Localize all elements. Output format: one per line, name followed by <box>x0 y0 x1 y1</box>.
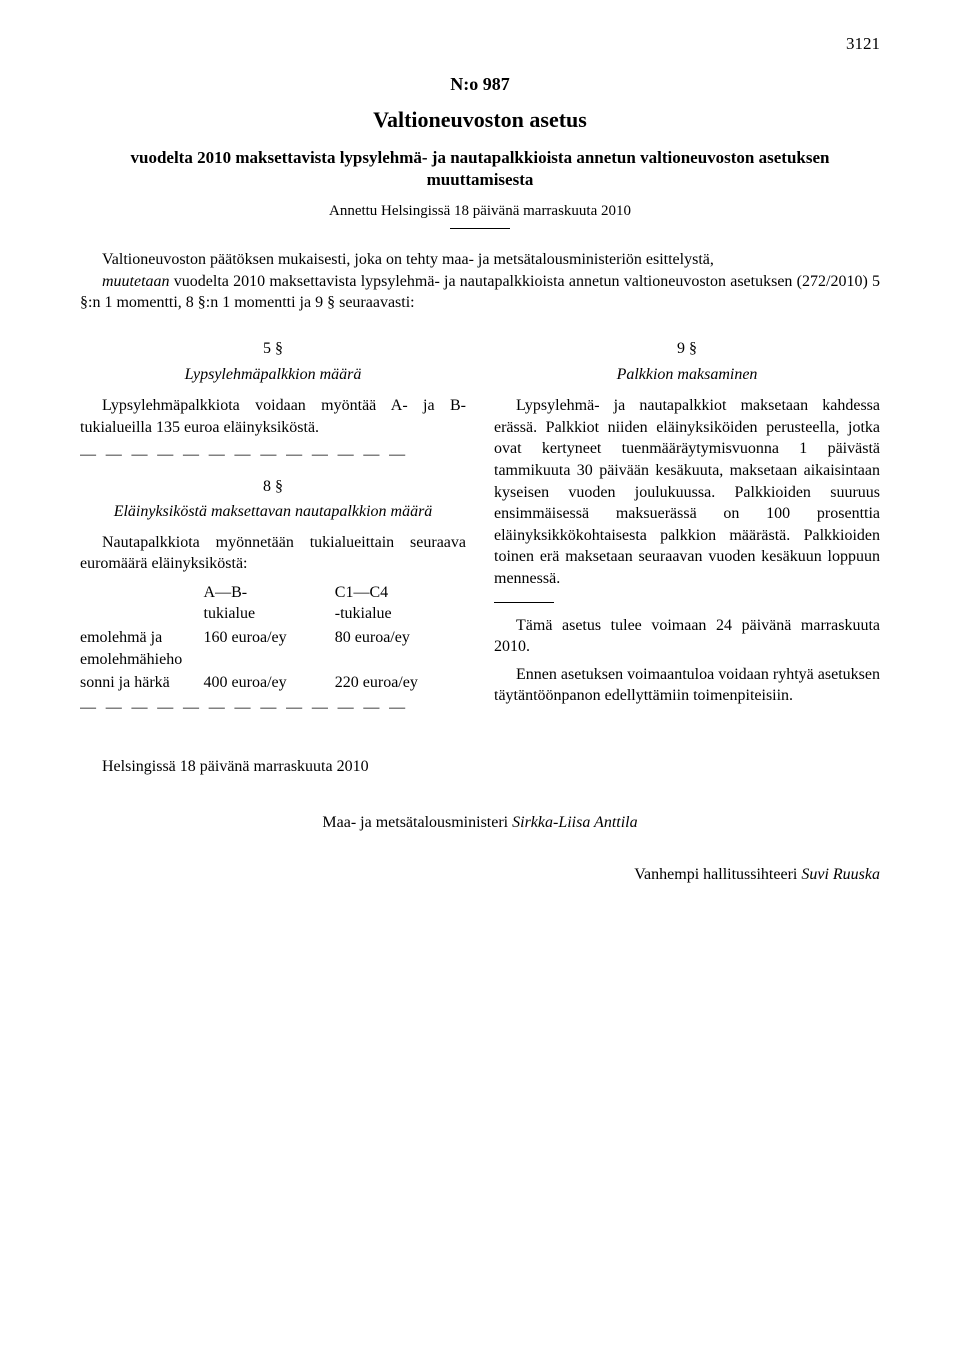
document-number: N:o 987 <box>80 74 880 95</box>
secretary-name: Suvi Ruuska <box>801 866 880 883</box>
minister-signature: Maa- ja metsätalousministeri Sirkka-Liis… <box>80 814 880 832</box>
right-column: 9 § Palkkion maksaminen Lypsylehmä- ja n… <box>494 328 880 724</box>
section-8-intro: Nautapalkkiota myönnetään tukialueittain… <box>80 532 466 575</box>
table-cell: sonni ja härkä <box>80 671 204 695</box>
issued-line: Annettu Helsingissä 18 päivänä marraskuu… <box>80 203 880 220</box>
table-cell: 400 euroa/ey <box>204 671 335 695</box>
secretary-signature: Vanhempi hallitussihteeri Suvi Ruuska <box>80 866 880 884</box>
entry-text: Tämä asetus tulee voimaan 24 päivänä mar… <box>494 617 880 656</box>
table-row: emolehmä ja emolehmähieho 160 euroa/ey 8… <box>80 626 466 671</box>
table-header-row: A—B-tukialue C1—C4-tukialue <box>80 581 466 626</box>
section-8-title: Eläinyksiköstä maksettavan nautapalkkion… <box>80 502 466 522</box>
two-column-body: 5 § Lypsylehmäpalkkion määrä Lypsylehmäp… <box>80 328 880 724</box>
preamble-emph-lead: muutetaan <box>102 273 174 290</box>
document-type: Valtioneuvoston asetus <box>80 107 880 133</box>
left-column: 5 § Lypsylehmäpalkkion määrä Lypsylehmäp… <box>80 328 466 724</box>
preamble: Valtioneuvoston päätöksen mukaisesti, jo… <box>80 249 880 314</box>
before-entry-text: Ennen asetuksen voimaantuloa voidaan ryh… <box>494 666 880 705</box>
section-5-title: Lypsylehmäpalkkion määrä <box>80 364 466 386</box>
preamble-plain: Valtioneuvoston päätöksen mukaisesti, jo… <box>102 251 714 268</box>
table-header-c1c4: C1—C4-tukialue <box>335 581 466 626</box>
section-8-intro-text: Nautapalkkiota myönnetään tukialueittain… <box>80 534 466 573</box>
section-9-paragraph: Lypsylehmä- ja nautapalkkiot maksetaan k… <box>494 395 880 589</box>
divider-rule <box>450 228 510 229</box>
table-row: sonni ja härkä 400 euroa/ey 220 euroa/ey <box>80 671 466 695</box>
table-cell: 80 euroa/ey <box>335 626 466 671</box>
page: 3121 N:o 987 Valtioneuvoston asetus vuod… <box>0 0 960 1353</box>
closing-line: Helsingissä 18 päivänä marraskuuta 2010 <box>80 758 880 776</box>
minister-name: Sirkka-Liisa Anttila <box>512 814 637 831</box>
section-5-number: 5 § <box>80 338 466 360</box>
table-cell: 160 euroa/ey <box>204 626 335 671</box>
section-5-paragraph: Lypsylehmäpalkkiota voidaan myöntää A- j… <box>80 395 466 438</box>
section-9-title: Palkkion maksaminen <box>494 364 880 386</box>
page-number: 3121 <box>846 34 880 54</box>
section-9-text: Lypsylehmä- ja nautapalkkiot maksetaan k… <box>494 397 880 587</box>
secretary-label: Vanhempi hallitussihteeri <box>634 866 801 883</box>
minister-label: Maa- ja metsätalousministeri <box>322 814 512 831</box>
table-header-blank <box>80 581 204 626</box>
table-cell: emolehmä ja emolehmähieho <box>80 626 204 671</box>
preamble-emph-rest: vuodelta 2010 maksettavista lypsylehmä- … <box>80 273 880 312</box>
nautapalkkio-table: A—B-tukialue C1—C4-tukialue emolehmä ja … <box>80 581 466 695</box>
dash-separator: — — — — — — — — — — — — — <box>80 697 466 719</box>
section-8-number: 8 § <box>80 476 466 498</box>
before-entry: Ennen asetuksen voimaantuloa voidaan ryh… <box>494 664 880 707</box>
entry-into-force: Tämä asetus tulee voimaan 24 päivänä mar… <box>494 615 880 658</box>
closing-text: Helsingissä 18 päivänä marraskuuta 2010 <box>102 758 369 775</box>
section-9-number: 9 § <box>494 338 880 360</box>
dash-separator: — — — — — — — — — — — — — <box>80 444 466 466</box>
table-header-ab: A—B-tukialue <box>204 581 335 626</box>
document-title: vuodelta 2010 maksettavista lypsylehmä- … <box>80 147 880 191</box>
table-cell: 220 euroa/ey <box>335 671 466 695</box>
section-5-text: Lypsylehmäpalkkiota voidaan myöntää A- j… <box>80 397 466 436</box>
divider-rule-mid <box>494 602 554 603</box>
